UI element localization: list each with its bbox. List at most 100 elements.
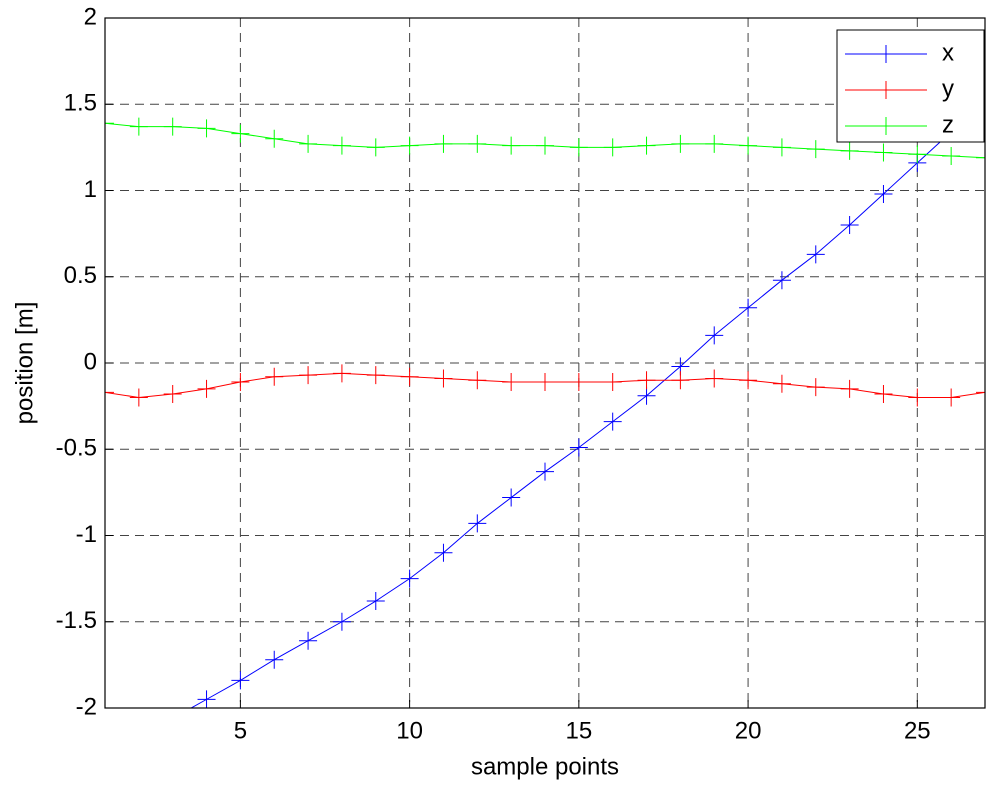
data-point	[772, 138, 791, 157]
data-point	[265, 650, 284, 669]
data-point	[536, 372, 554, 391]
data-point	[299, 366, 318, 385]
data-point	[739, 298, 758, 317]
legend-label: y	[942, 75, 954, 102]
data-point	[434, 369, 453, 388]
data-point	[197, 690, 216, 708]
legend-marker	[877, 81, 895, 99]
data-point	[536, 136, 554, 155]
y-tick-label: 0	[84, 348, 97, 375]
data-point	[739, 136, 758, 155]
data-point	[840, 216, 859, 234]
data-point	[502, 136, 521, 155]
data-point	[671, 134, 690, 153]
ticks: 5 10 15 20 25 -2 -1.5 -1 -0.5 0 0.5 1 1.5 2	[56, 3, 931, 744]
y-tick-label: -0.5	[56, 435, 97, 462]
data-point	[434, 543, 453, 562]
data-point	[874, 143, 893, 162]
data-point	[705, 134, 724, 153]
y-tick-label: 2	[84, 3, 97, 30]
data-point	[536, 462, 554, 481]
data-point	[908, 388, 927, 407]
data-point	[502, 372, 521, 391]
y-tick-label: 1.5	[64, 90, 97, 117]
data-point	[129, 117, 148, 136]
data-point	[468, 371, 487, 390]
data-point	[772, 374, 791, 393]
data-point	[400, 569, 419, 588]
data-point	[569, 138, 588, 157]
data-point	[637, 136, 656, 155]
data-point	[164, 709, 182, 727]
data-point	[105, 383, 114, 402]
data-point	[705, 326, 724, 345]
data-point	[400, 136, 419, 155]
x-tick-label: 20	[735, 717, 762, 744]
data-point	[366, 592, 385, 611]
data-point	[603, 412, 622, 431]
data-point	[806, 140, 825, 159]
data-point	[569, 372, 588, 391]
legend-label: z	[942, 111, 954, 138]
data-point	[366, 366, 385, 385]
data-point	[265, 129, 284, 148]
legend-marker	[877, 45, 895, 63]
data-point	[705, 369, 724, 388]
data-point	[265, 367, 284, 386]
data-point	[942, 388, 961, 407]
data-point	[976, 148, 985, 167]
data-point	[671, 371, 690, 390]
data-point	[840, 141, 859, 160]
y-tick-label: -2	[76, 693, 97, 720]
data-point	[739, 371, 758, 390]
data-point	[468, 134, 487, 153]
data-point	[874, 385, 893, 404]
data-point	[197, 119, 216, 138]
x-tick-label: 25	[904, 717, 931, 744]
legend-label: x	[942, 39, 954, 66]
y-tick-label: 0.5	[64, 262, 97, 289]
data-point	[502, 488, 521, 507]
data-point	[874, 184, 893, 203]
data-point	[299, 134, 318, 153]
data-point	[806, 245, 825, 264]
data-point	[163, 117, 182, 136]
data-point	[942, 147, 961, 165]
data-point	[231, 124, 250, 143]
legend-marker	[877, 117, 895, 135]
data-point	[569, 438, 588, 457]
data-point	[840, 379, 859, 398]
data-point	[163, 385, 182, 404]
x-tick-label: 5	[234, 717, 247, 744]
x-tick-label: 15	[565, 717, 592, 744]
legend: xyz	[836, 29, 985, 143]
data-point	[332, 136, 351, 155]
data-point	[105, 114, 114, 133]
data-point	[603, 138, 622, 157]
data-point	[197, 379, 216, 398]
data-point	[806, 378, 825, 397]
data-point	[332, 364, 351, 383]
data-point	[976, 383, 985, 402]
y-tick-label: -1	[76, 521, 97, 548]
data-point	[637, 386, 656, 405]
data-point	[603, 372, 622, 391]
data-point	[129, 388, 148, 407]
legend-box	[836, 29, 985, 143]
data-point	[468, 514, 487, 533]
data-point	[130, 728, 148, 746]
data-point	[908, 145, 927, 164]
data-point	[332, 612, 351, 631]
data-point	[772, 271, 791, 290]
data-point	[434, 134, 453, 153]
plot-data	[96, 90, 985, 765]
data-point	[96, 747, 114, 765]
y-tick-label: -1.5	[56, 607, 97, 634]
data-point	[400, 367, 419, 386]
x-axis-label: sample points	[471, 753, 619, 780]
data-point	[299, 631, 318, 650]
data-point	[231, 671, 250, 690]
x-tick-label: 10	[396, 717, 423, 744]
data-point	[637, 371, 656, 390]
